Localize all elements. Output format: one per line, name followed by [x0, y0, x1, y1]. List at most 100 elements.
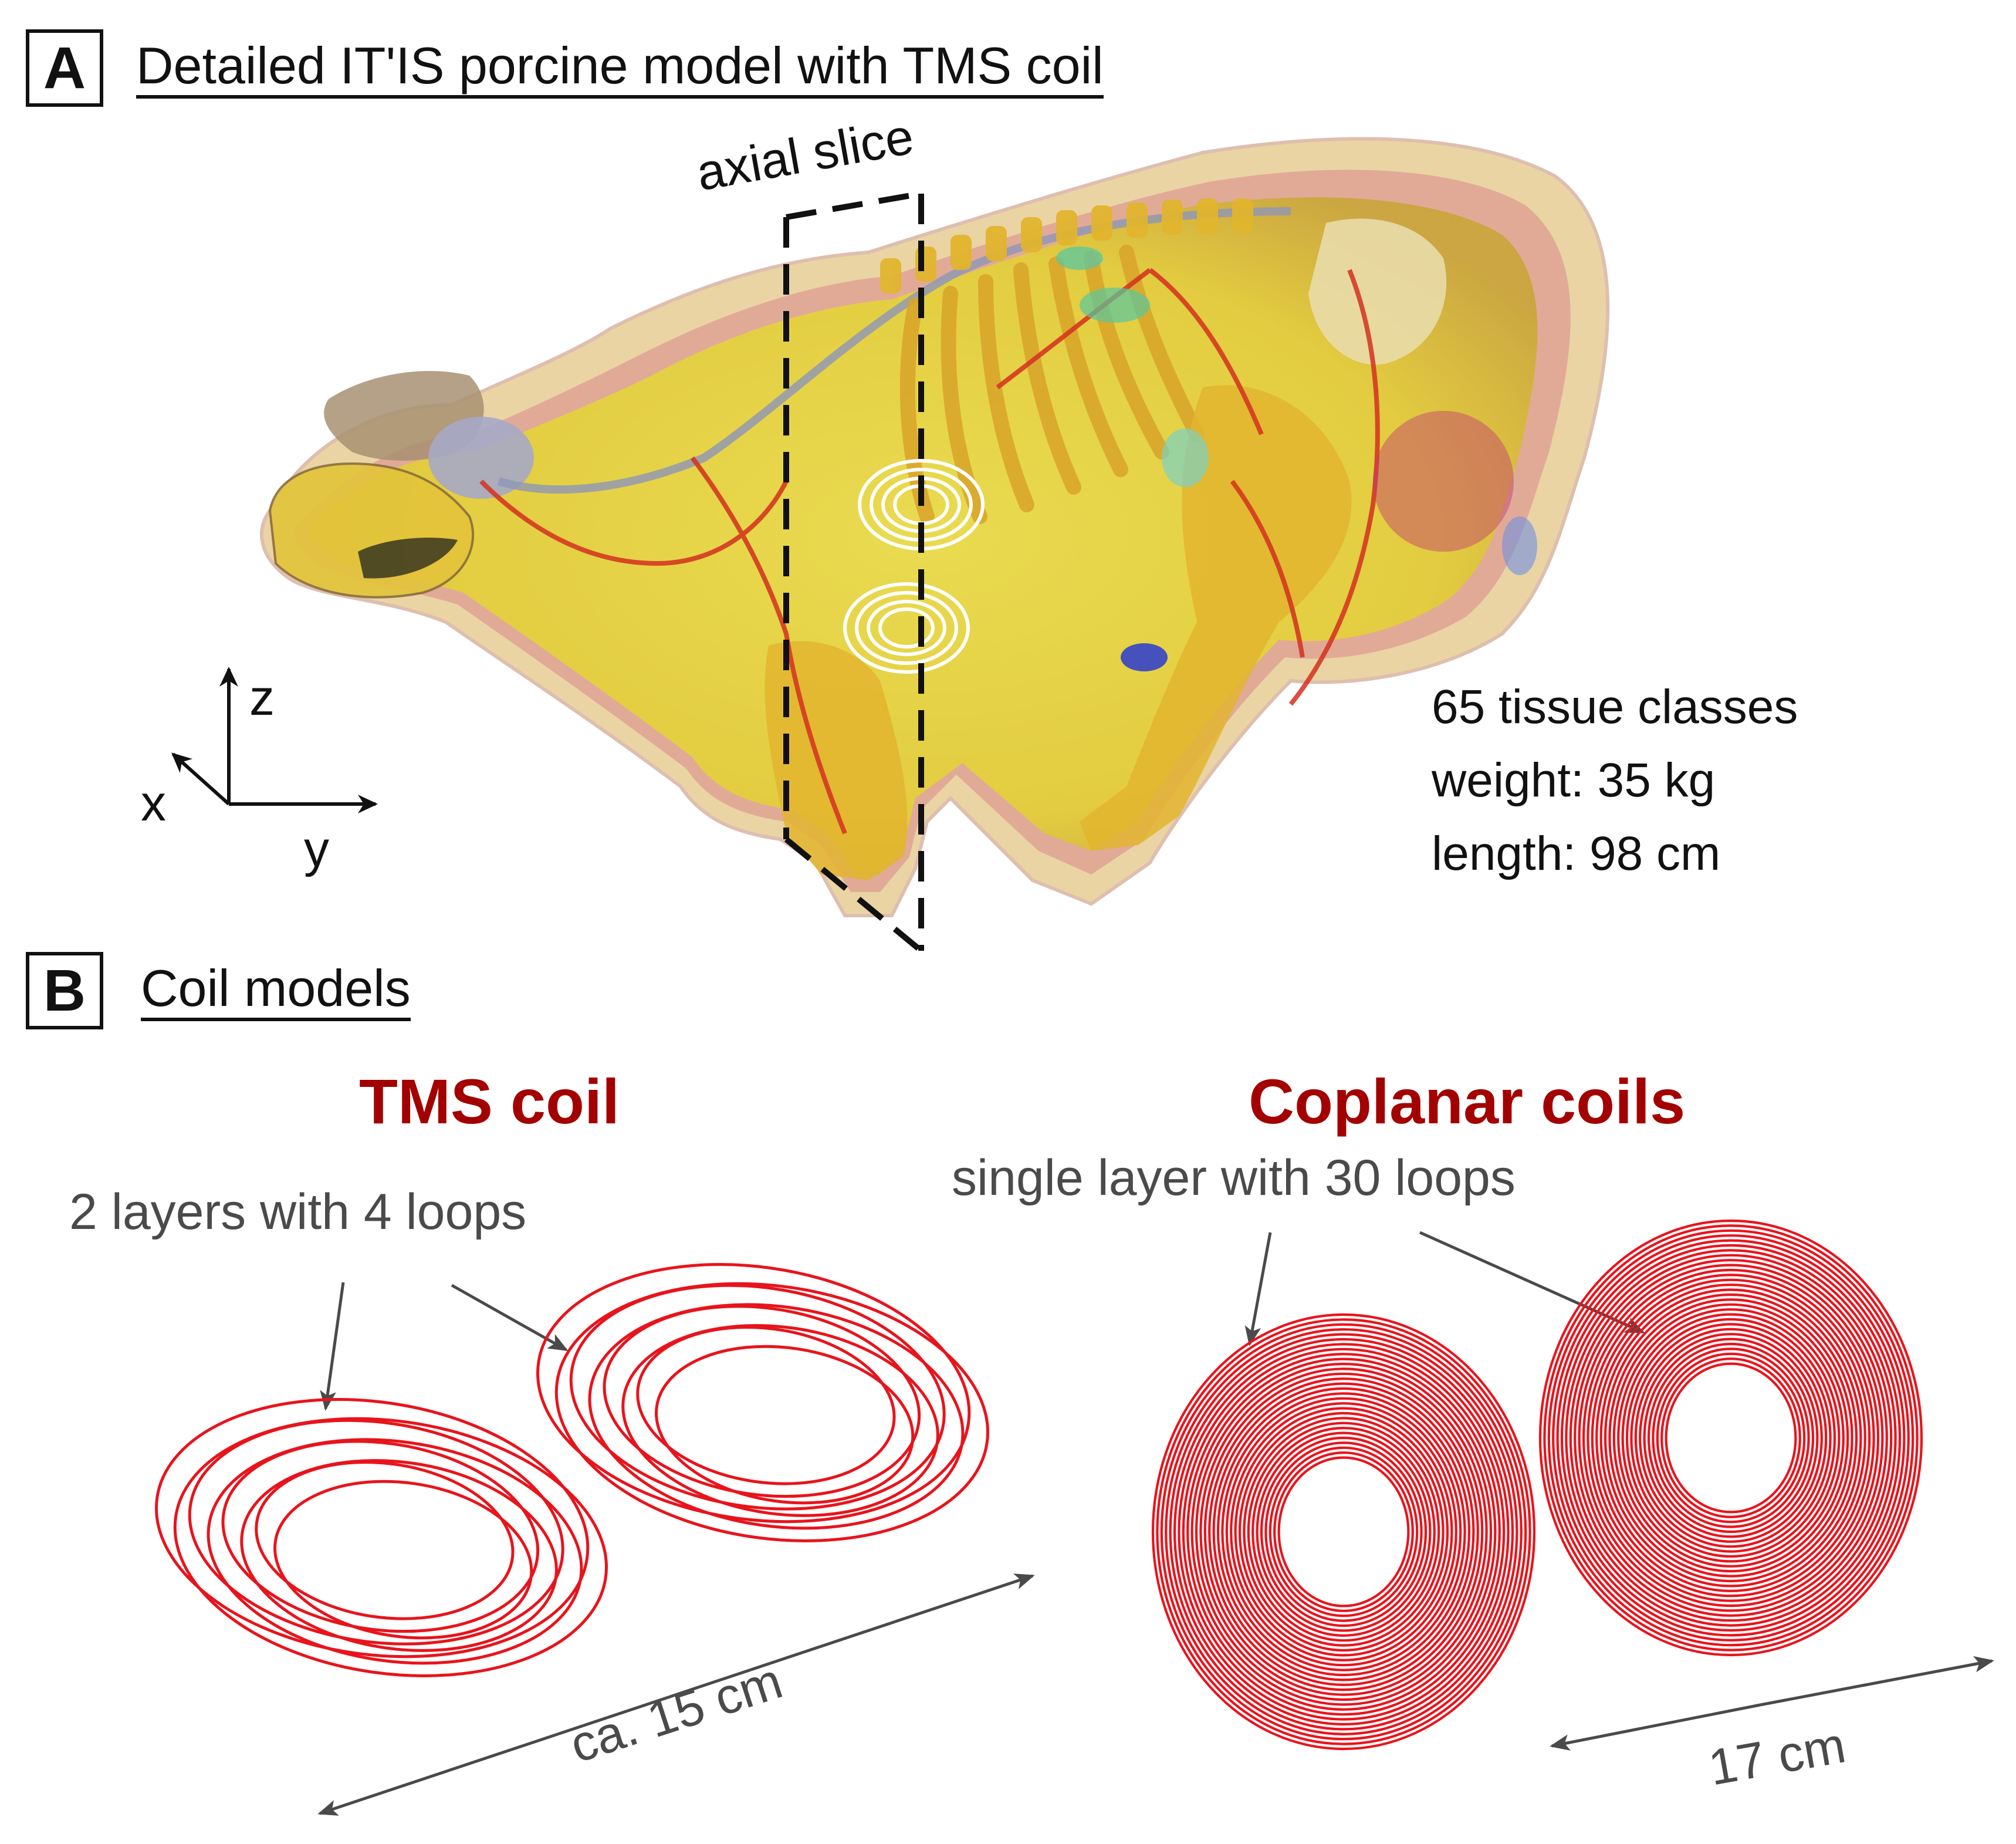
pig-brain	[428, 417, 534, 499]
x-axis-arrow	[171, 752, 231, 806]
coplanar-loop-left-12	[1199, 1367, 1488, 1696]
coplanar-loop-right-27	[1652, 1347, 1810, 1528]
pig-pelvis	[1308, 218, 1447, 365]
coplanar-loop-left-19	[1230, 1402, 1457, 1661]
coplanar-loop-left-13	[1203, 1372, 1484, 1691]
coplanar-loop-right-2	[1543, 1224, 1919, 1652]
coplanar-loop-left-6	[1173, 1338, 1514, 1726]
coplanar-loop-right-13	[1591, 1278, 1871, 1598]
tms-loop-wing1-layer1-2	[188, 1419, 564, 1646]
coplanar-loop-left-30	[1277, 1456, 1410, 1607]
coplanar-arrow-left	[1244, 1232, 1272, 1346]
coplanar-loop-right-8	[1569, 1254, 1893, 1622]
coplanar-loop-left-26	[1260, 1436, 1428, 1627]
coplanar-coils-subtitle: single layer with 30 loops	[952, 1150, 1516, 1206]
coplanar-dimension-arrow-start	[1550, 1703, 1761, 1751]
info-tissue-classes: 65 tissue classes	[1432, 680, 1798, 734]
tms-dimension-arrow-start	[317, 1668, 752, 1816]
tms-loop-wing2-layer2-4	[655, 1345, 915, 1505]
pig-vessels	[479, 268, 1380, 835]
coplanar-loop-right-10	[1578, 1264, 1884, 1612]
coplanar-loop-right-1	[1538, 1219, 1923, 1657]
coplanar-loop-left-1	[1151, 1313, 1536, 1751]
pig-spinal-cord	[497, 207, 1291, 494]
z-axis-label: z	[249, 670, 275, 726]
coplanar-loop-right-29	[1660, 1357, 1801, 1518]
coplanar-coils-title: Coplanar coils	[1249, 1066, 1686, 1137]
coplanar-loop-right-26	[1647, 1342, 1815, 1534]
coplanar-loop-right-25	[1643, 1338, 1819, 1538]
pig-organ-lightblue	[1502, 516, 1537, 575]
pig-jaw	[358, 538, 458, 579]
coplanar-loop-left-3	[1160, 1323, 1527, 1741]
pig-hind-leg	[1080, 385, 1352, 851]
pig-organ-blue	[1121, 643, 1168, 671]
tms-loop-wing2-layer1-3	[603, 1305, 921, 1498]
coplanar-loop-right-17	[1608, 1298, 1853, 1578]
coplanar-coil-drawing	[1151, 1219, 1923, 1751]
tms-loop-wing1-layer2-4	[273, 1480, 533, 1640]
panel-a-letter: A	[26, 29, 103, 107]
coplanar-loop-left-11	[1195, 1362, 1493, 1701]
coplanar-loop-right-23	[1634, 1328, 1828, 1548]
coplanar-loop-left-7	[1178, 1343, 1510, 1721]
coplanar-loop-left-8	[1182, 1347, 1506, 1716]
coplanar-loop-right-22	[1630, 1323, 1832, 1553]
pig-organ-magenta	[1373, 411, 1514, 552]
tms-loop-wing2-layer1-4	[636, 1326, 896, 1485]
coplanar-loop-right-11	[1582, 1268, 1880, 1607]
coplanar-loop-right-28	[1656, 1352, 1806, 1524]
tms-loop-wing1-layer2-3	[240, 1459, 558, 1652]
coplanar-loop-left-2	[1156, 1318, 1531, 1745]
tms-loop-wing2-layer1-1	[536, 1263, 971, 1524]
panel-b-letter-text: B	[43, 957, 86, 1024]
tms-loop-wing1-layer2-1	[173, 1417, 608, 1677]
x-axis-label: x	[141, 775, 166, 832]
coplanar-loop-left-9	[1186, 1353, 1501, 1711]
coplanar-loop-left-15	[1212, 1382, 1475, 1681]
tms-loop-wing2-layer1-2	[569, 1284, 946, 1511]
panel-a-letter-text: A	[43, 35, 86, 101]
panel-b-letter: B	[26, 952, 103, 1029]
coplanar-loop-left-24	[1251, 1427, 1436, 1637]
coplanar-loop-left-20	[1234, 1407, 1453, 1657]
tms-coil-drawing	[155, 1263, 989, 1677]
coplanar-loop-left-23	[1247, 1421, 1440, 1642]
coplanar-loop-right-15	[1599, 1288, 1862, 1588]
tms-arrow-right	[451, 1284, 569, 1352]
coplanar-loop-left-25	[1256, 1431, 1432, 1632]
coplanar-loop-right-16	[1604, 1293, 1858, 1583]
coplanar-loop-left-28	[1269, 1446, 1419, 1617]
tms-dimension-arrow-end	[750, 1573, 1035, 1671]
coplanar-loop-left-10	[1190, 1357, 1497, 1706]
coplanar-loop-right-14	[1595, 1284, 1866, 1592]
coplanar-loop-left-27	[1264, 1441, 1423, 1622]
pig-tms-coil	[843, 459, 985, 674]
coplanar-dimension-arrow-end	[1760, 1656, 1994, 1707]
coplanar-loop-right-4	[1552, 1234, 1910, 1642]
coplanar-loop-left-4	[1165, 1328, 1523, 1735]
coplanar-loop-right-5	[1556, 1239, 1906, 1637]
pig-organ-green-1	[1056, 246, 1103, 270]
tms-loop-wing2-layer2-3	[621, 1324, 939, 1517]
coplanar-loop-left-21	[1238, 1411, 1449, 1652]
tms-loop-wing1-layer1-3	[221, 1440, 540, 1633]
pig-vertebrae	[880, 198, 1253, 293]
coplanar-loop-right-3	[1547, 1229, 1914, 1647]
tms-loop-wing1-layer1-1	[155, 1398, 590, 1659]
coplanar-loop-right-19	[1617, 1308, 1845, 1568]
coplanar-loop-right-21	[1625, 1318, 1836, 1558]
coplanar-loop-right-9	[1574, 1259, 1888, 1617]
coplanar-loop-right-20	[1621, 1313, 1841, 1563]
panel-b-title: Coil models	[141, 961, 411, 1022]
tms-loop-wing2-layer2-2	[588, 1303, 965, 1530]
axial-slice-outline	[783, 191, 924, 953]
pig-organ-green-2	[1080, 288, 1150, 323]
info-length: length: 98 cm	[1432, 827, 1721, 880]
coplanar-loop-left-16	[1216, 1387, 1471, 1677]
annotation-arrows	[320, 1231, 1645, 1411]
coplanar-loop-left-5	[1169, 1333, 1518, 1731]
tms-coil-subtitle: 2 layers with 4 loops	[69, 1184, 527, 1240]
coplanar-loop-left-29	[1273, 1451, 1414, 1612]
